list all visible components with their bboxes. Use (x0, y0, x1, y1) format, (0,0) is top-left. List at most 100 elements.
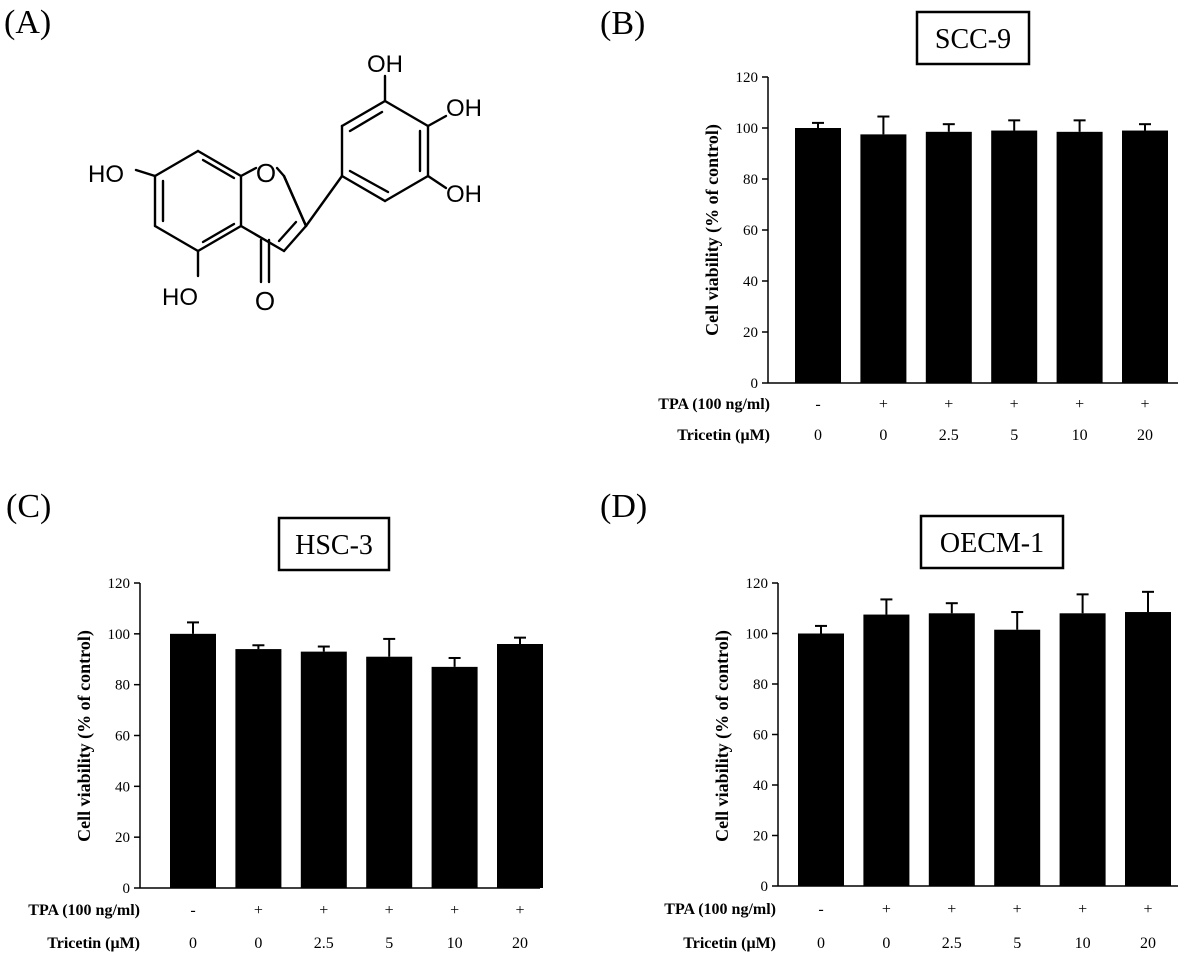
title-box (919, 514, 1065, 570)
bar (366, 656, 413, 888)
tpa-label: + (1143, 901, 1152, 918)
panel-a-letter: (A) (4, 4, 52, 41)
bar (860, 134, 907, 383)
y-tick-label: 40 (743, 274, 758, 290)
tricetin-label: 2.5 (939, 427, 959, 444)
atom-oh-lower: OH (446, 181, 482, 208)
row-label-tpa: TPA (100 ng/ml) (658, 396, 770, 413)
panel-letter: (D) (600, 488, 647, 525)
atom-ho-left: HO (88, 161, 124, 188)
atom-oh-top: OH (367, 51, 403, 78)
tricetin-label: 10 (1072, 427, 1088, 444)
tpa-label: + (882, 901, 891, 918)
title-box (277, 516, 391, 572)
tpa-label: + (1075, 396, 1084, 413)
bar (300, 651, 347, 888)
title-box (915, 10, 1031, 66)
panel-letter: (C) (6, 488, 51, 525)
bar (235, 649, 282, 888)
y-tick-label: 100 (736, 121, 759, 137)
y-axis-label: Cell viability (% of control) (702, 124, 723, 336)
tpa-label: + (515, 902, 524, 919)
y-tick-label: 20 (753, 829, 768, 845)
tricetin-label: 10 (447, 935, 463, 952)
tricetin-structure: O O OH OH OH HO HO (88, 51, 482, 316)
y-tick-label: 60 (115, 729, 130, 745)
tpa-label: - (818, 901, 823, 918)
bar (994, 629, 1041, 886)
tricetin-label: 0 (817, 935, 825, 952)
chart-title: OECM-1 (940, 528, 1044, 559)
tpa-label: - (190, 902, 195, 919)
bar (431, 666, 478, 888)
y-tick-label: 40 (115, 779, 130, 795)
tpa-label: + (947, 901, 956, 918)
bar (991, 130, 1038, 383)
y-tick-label: 100 (746, 627, 769, 643)
y-tick-label: 80 (115, 678, 130, 694)
tpa-label: - (815, 396, 820, 413)
row-label-tpa: TPA (100 ng/ml) (664, 901, 776, 918)
y-tick-label: 20 (743, 325, 758, 341)
tpa-label: + (254, 902, 263, 919)
bar (1059, 613, 1106, 886)
tricetin-label: 20 (1140, 935, 1156, 952)
atom-ring-oxygen: O (256, 158, 276, 188)
chart-title: HSC-3 (295, 530, 373, 561)
bar (1125, 612, 1171, 886)
tricetin-label: 0 (882, 935, 890, 952)
tricetin-label: 2.5 (314, 935, 334, 952)
y-tick-label: 80 (753, 677, 768, 693)
atom-ho-bottom: HO (162, 284, 198, 311)
tricetin-label: 0 (189, 935, 197, 952)
y-axis-label: Cell viability (% of control) (712, 630, 733, 842)
tricetin-label: 20 (1137, 427, 1153, 444)
y-tick-label: 120 (746, 576, 769, 592)
bar (497, 644, 543, 888)
bar (863, 614, 910, 886)
tricetin-label: 5 (1010, 427, 1018, 444)
y-tick-label: 60 (753, 728, 768, 744)
tpa-label: + (879, 396, 888, 413)
tpa-label: + (944, 396, 953, 413)
y-tick-label: 60 (743, 223, 758, 239)
bar (1056, 131, 1103, 383)
y-tick-label: 0 (123, 881, 131, 897)
tricetin-label: 0 (254, 935, 262, 952)
bar (170, 633, 216, 888)
bar (925, 131, 972, 383)
tpa-label: + (1140, 396, 1149, 413)
tpa-label: + (319, 902, 328, 919)
y-tick-label: 40 (753, 778, 768, 794)
bar (1122, 130, 1168, 383)
tpa-label: + (1013, 901, 1022, 918)
bar (798, 633, 844, 886)
row-label-tricetin: Tricetin (μM) (683, 935, 776, 952)
bar (795, 128, 841, 383)
bar (928, 613, 975, 886)
y-tick-label: 0 (751, 376, 759, 392)
tricetin-label: 10 (1075, 935, 1091, 952)
y-tick-label: 80 (743, 172, 758, 188)
chart-title: SCC-9 (935, 24, 1011, 55)
atom-keto-oxygen: O (255, 286, 275, 316)
tpa-label: + (1010, 396, 1019, 413)
panel-letter: (B) (600, 5, 645, 42)
atom-oh-middle: OH (446, 95, 482, 122)
tricetin-label: 20 (512, 935, 528, 952)
tricetin-label: 5 (385, 935, 393, 952)
row-label-tricetin: Tricetin (μM) (47, 935, 140, 952)
tricetin-label: 5 (1013, 935, 1021, 952)
tricetin-label: 0 (879, 427, 887, 444)
tricetin-label: 0 (814, 427, 822, 444)
y-axis-label: Cell viability (% of control) (74, 630, 95, 842)
tricetin-label: 2.5 (942, 935, 962, 952)
panel-a: (A) (0, 0, 560, 440)
y-tick-label: 0 (761, 879, 769, 895)
tpa-label: + (385, 902, 394, 919)
tpa-label: + (450, 902, 459, 919)
y-tick-label: 120 (736, 70, 759, 86)
